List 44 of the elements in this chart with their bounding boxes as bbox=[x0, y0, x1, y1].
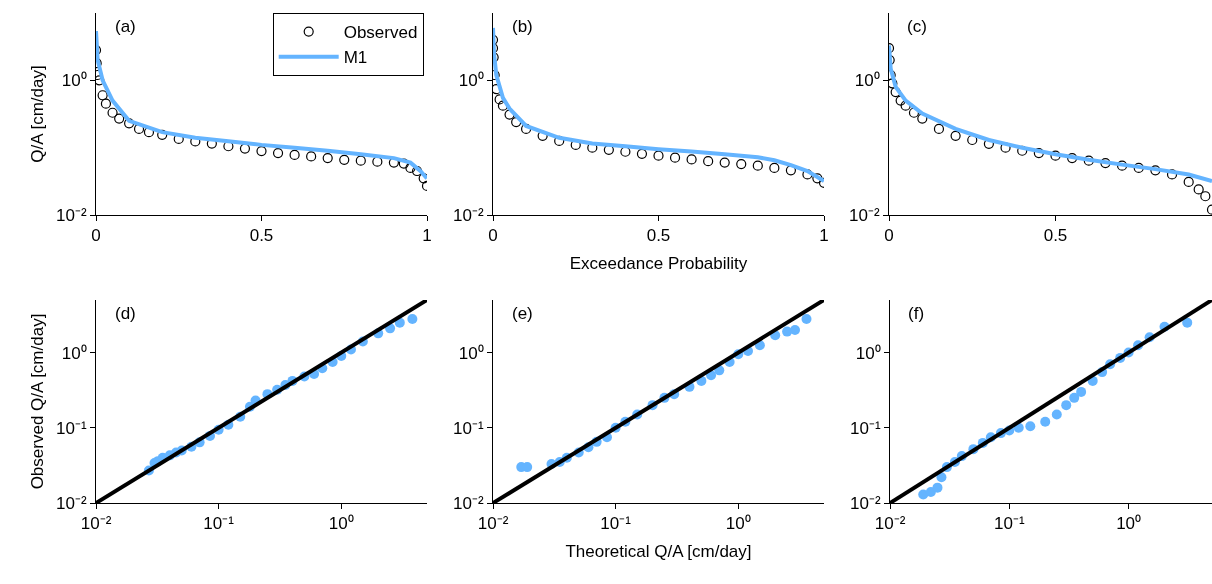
y-tick-label: 10⁰ bbox=[458, 343, 484, 363]
y-tick-label: 10⁻² bbox=[850, 493, 881, 513]
annotation: (f) bbox=[908, 304, 925, 323]
annotation: (a) bbox=[115, 17, 136, 36]
y-tick-label: 10⁻² bbox=[453, 493, 484, 513]
x-tick-label: 1 bbox=[422, 226, 432, 246]
x-tick-label: 10⁻¹ bbox=[994, 514, 1025, 534]
x-tick-label: 0.5 bbox=[1043, 226, 1068, 246]
y-tick-label: 10⁰ bbox=[854, 71, 880, 91]
y-tick-label: 10⁻² bbox=[453, 205, 484, 225]
x-tick-label: 10⁻² bbox=[80, 514, 112, 534]
y-tick-label: 10⁻² bbox=[849, 205, 880, 225]
y-tick-label: 10⁻² bbox=[56, 205, 87, 225]
x-axis-title: Exceedance Probability bbox=[569, 253, 748, 273]
y-axis-title: Observed Q/A [cm/day] bbox=[27, 313, 47, 490]
x-tick-label: 10⁻¹ bbox=[203, 514, 235, 534]
x-tick-label: 10⁻¹ bbox=[600, 514, 632, 534]
x-tick-label: 0.5 bbox=[249, 226, 274, 246]
annotation: (d) bbox=[115, 304, 136, 323]
x-axis-title: Theoretical Q/A [cm/day] bbox=[565, 541, 752, 561]
y-tick-label: 10⁰ bbox=[61, 343, 87, 363]
y-tick-label: 10⁻² bbox=[56, 493, 87, 513]
y-tick-label: 10⁰ bbox=[855, 343, 881, 363]
y-tick-label: 10⁰ bbox=[458, 71, 484, 91]
legend-label: Observed bbox=[343, 23, 418, 43]
x-tick-label: 0.5 bbox=[646, 226, 671, 246]
x-tick-label: 0 bbox=[488, 226, 498, 246]
x-tick-label: 10⁰ bbox=[1116, 514, 1142, 534]
x-tick-label: 10⁰ bbox=[725, 514, 751, 534]
x-tick-label: 0 bbox=[884, 226, 894, 246]
x-tick-label: 1 bbox=[819, 226, 829, 246]
y-tick-label: 10⁰ bbox=[61, 71, 87, 91]
x-tick-label: 10⁰ bbox=[328, 514, 354, 534]
y-tick-label: 10⁻¹ bbox=[56, 418, 87, 438]
legend-label: M1 bbox=[343, 48, 368, 68]
y-tick-label: 10⁻¹ bbox=[453, 418, 484, 438]
x-tick-label: 10⁻² bbox=[874, 514, 906, 534]
x-tick-label: 0 bbox=[91, 226, 101, 246]
y-tick-label: 10⁻¹ bbox=[850, 418, 881, 438]
annotation: (e) bbox=[512, 304, 533, 323]
annotation: (c) bbox=[907, 17, 927, 36]
annotation: (b) bbox=[512, 17, 533, 36]
y-axis-title: Q/A [cm/day] bbox=[27, 65, 47, 163]
x-tick-label: 10⁻² bbox=[477, 514, 509, 534]
